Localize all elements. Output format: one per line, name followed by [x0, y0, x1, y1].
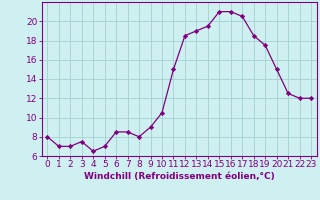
X-axis label: Windchill (Refroidissement éolien,°C): Windchill (Refroidissement éolien,°C): [84, 172, 275, 181]
